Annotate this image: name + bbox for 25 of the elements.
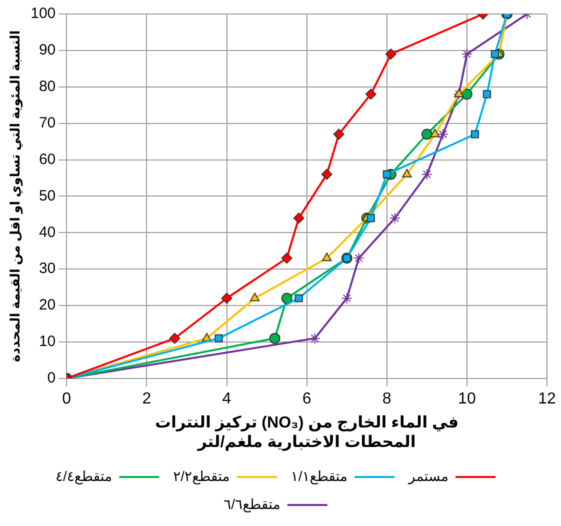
legend-label: متقطع١/١ — [290, 468, 348, 485]
x-tick-label: 4 — [222, 390, 232, 408]
y-tick-label: 0 — [47, 370, 56, 387]
y-tick-label: 70 — [38, 114, 56, 132]
y-tick-label: 40 — [38, 224, 56, 241]
legend-label: متقطع٤/٤ — [55, 468, 112, 485]
y-tick-label: 10 — [38, 333, 56, 350]
y-tick-label: 30 — [38, 260, 56, 278]
y-axis-title: النسبة المئوية التي تساوي او اقل من القيمة المحددة — [7, 30, 24, 362]
y-tick-label: 20 — [38, 296, 56, 314]
x-tick-label: 12 — [538, 390, 556, 408]
x-tick-label: 10 — [458, 390, 476, 408]
x-tick-label: 0 — [62, 390, 72, 408]
y-tick-label: 60 — [38, 150, 56, 168]
legend-label: مستمر — [407, 468, 449, 485]
x-tick-label: 2 — [142, 390, 152, 408]
legend-label: متقطع٢/٢ — [173, 468, 230, 485]
y-tick-label: 80 — [38, 78, 56, 96]
x-axis-title: تركيز النترات (NO₃) في الماء الخارج من المحطات الاختبارية ملغم/لتر — [154, 414, 459, 451]
y-tick-label: 90 — [38, 42, 56, 59]
x-tick-label: 8 — [382, 390, 392, 408]
y-tick-label: 50 — [38, 187, 56, 204]
legend-label: متقطع٦/٦ — [224, 496, 280, 513]
x-tick-label: 6 — [302, 390, 312, 408]
y-tick-label: 100 — [30, 5, 56, 22]
